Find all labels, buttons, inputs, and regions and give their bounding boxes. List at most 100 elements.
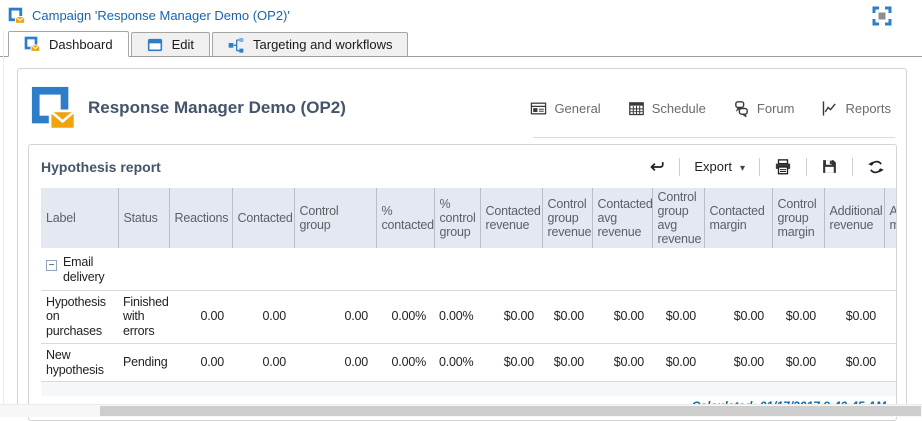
back-arrow-icon <box>647 158 665 176</box>
dropdown-arrow-icon <box>740 158 745 176</box>
column-header-reactions: Reactions <box>169 188 233 248</box>
empty-stripe-row <box>41 381 896 396</box>
cell-reactions: 0.00 <box>169 290 232 344</box>
table-header-row: Label Status Reactions Contacted Control… <box>41 188 896 248</box>
cell-contacted-margin: $0.00 <box>704 290 772 344</box>
scrollbar-thumb[interactable] <box>100 406 921 416</box>
tab-label: Edit <box>171 37 195 52</box>
cell-contacted-avg-revenue: $0.00 <box>592 290 652 344</box>
column-header-contacted-avg-revenue: Contacted avg revenue <box>592 188 653 248</box>
nav-label: Forum <box>756 100 795 116</box>
floppy-disk-icon <box>821 158 838 175</box>
cell-label: Hypothesis on purchases <box>41 290 118 344</box>
header-nav: General Schedule <box>530 100 895 117</box>
cell-pct-control-group: 0.00% <box>434 343 480 383</box>
tab-dashboard[interactable]: Dashboard <box>8 31 129 57</box>
table-row: New hypothesis Pending 0.00 0.00 0.00 0.… <box>41 343 896 383</box>
column-header-control-group-avg-revenue: Control group avg revenue <box>652 188 705 248</box>
toolbar-separator <box>852 157 853 176</box>
cell-pct-contacted: 0.00% <box>376 343 434 383</box>
tab-label: Dashboard <box>49 36 113 52</box>
cell-status: Pending <box>118 343 169 383</box>
cell-reactions: 0.00 <box>169 343 232 383</box>
column-header-additional-margin: Additional margin <box>884 188 896 248</box>
column-header-pct-control-group: % control group <box>434 188 481 248</box>
back-button[interactable] <box>644 156 668 178</box>
report-table-container: Label Status Reactions Contacted Control… <box>41 188 896 396</box>
printer-icon <box>774 158 792 176</box>
tab-label: Targeting and workflows <box>253 37 393 52</box>
nav-general[interactable]: General <box>530 100 601 117</box>
column-header-contacted-revenue: Contacted revenue <box>480 188 543 248</box>
cell-contacted: 0.00 <box>232 290 294 344</box>
cell-control-group: 0.00 <box>294 290 376 344</box>
column-header-contacted-margin: Contacted margin <box>704 188 773 248</box>
cell-contacted-revenue: $0.00 <box>480 290 542 344</box>
hypothesis-table: Label Status Reactions Contacted Control… <box>41 188 896 396</box>
column-header-additional-revenue: Additional revenue <box>824 188 885 248</box>
forum-icon <box>733 100 750 117</box>
campaign-icon <box>8 7 25 24</box>
general-icon <box>530 100 547 117</box>
campaign-icon <box>30 85 76 131</box>
cell-contacted-avg-revenue: $0.00 <box>592 343 652 383</box>
toolbar-separator <box>806 157 807 176</box>
cell-pct-contacted: 0.00% <box>376 290 434 344</box>
table-group-row: Email delivery <box>41 248 896 291</box>
cell-pct-control-group: 0.00% <box>434 290 480 344</box>
cell-contacted-revenue: $0.00 <box>480 343 542 383</box>
nav-label: General <box>554 100 601 116</box>
group-cell: Email delivery <box>41 248 118 291</box>
column-header-control-group: Control group <box>294 188 377 248</box>
chart-icon <box>821 100 838 117</box>
tab-targeting-and-workflows[interactable]: Targeting and workflows <box>212 32 409 56</box>
export-label: Export <box>694 159 732 174</box>
cell-control-group-avg-revenue: $0.00 <box>652 343 704 383</box>
cell-control-group-margin: $0.00 <box>772 343 824 383</box>
refresh-icon <box>867 158 885 176</box>
report-toolbar: Export <box>644 156 888 178</box>
toolbar-separator <box>759 157 760 176</box>
cell-additional-margin <box>884 343 896 383</box>
workflow-icon <box>228 37 244 53</box>
campaign-icon <box>24 36 40 52</box>
column-header-status: Status <box>118 188 170 248</box>
toolbar-separator <box>679 157 681 176</box>
table-row: Hypothesis on purchases Finished with er… <box>41 290 896 344</box>
fullscreen-icon[interactable] <box>872 6 892 26</box>
refresh-button[interactable] <box>864 156 888 178</box>
tab-bar: Dashboard Edit Targeting and workflows <box>0 30 922 57</box>
cell-control-group: 0.00 <box>294 343 376 383</box>
report-header: Hypothesis report Export <box>41 145 896 188</box>
calendar-icon <box>628 100 645 117</box>
window-icon <box>147 37 163 53</box>
save-button[interactable] <box>818 156 841 177</box>
cell-status: Finished with errors <box>118 290 169 344</box>
nav-label: Reports <box>845 100 891 116</box>
horizontal-scrollbar[interactable] <box>0 404 922 417</box>
cell-control-group-revenue: $0.00 <box>542 290 592 344</box>
export-button[interactable]: Export <box>691 156 748 178</box>
report-title: Hypothesis report <box>41 158 161 175</box>
print-button[interactable] <box>771 156 795 178</box>
nav-separator <box>533 137 895 138</box>
nav-schedule[interactable]: Schedule <box>628 100 706 117</box>
cell-additional-revenue: $0.00 <box>824 290 884 344</box>
cell-additional-revenue: $0.00 <box>824 343 884 383</box>
collapse-toggle-icon[interactable] <box>46 260 57 271</box>
nav-forum[interactable]: Forum <box>733 100 795 117</box>
column-header-label: Label <box>41 188 119 248</box>
column-header-control-group-margin: Control group margin <box>772 188 825 248</box>
window-title: Campaign 'Response Manager Demo (OP2)' <box>32 7 290 23</box>
page-title: Response Manager Demo (OP2) <box>88 98 346 117</box>
cell-label: New hypothesis <box>41 343 118 383</box>
cell-contacted-margin: $0.00 <box>704 343 772 383</box>
tab-edit[interactable]: Edit <box>130 32 211 56</box>
cell-control-group-avg-revenue: $0.00 <box>652 290 704 344</box>
column-header-control-group-revenue: Control group revenue <box>542 188 593 248</box>
dashboard-panel: Response Manager Demo (OP2) General <box>17 68 907 421</box>
nav-reports[interactable]: Reports <box>821 100 891 117</box>
window-frame-line <box>3 30 4 417</box>
cell-contacted: 0.00 <box>232 343 294 383</box>
page-header: Response Manager Demo (OP2) General <box>28 82 897 138</box>
